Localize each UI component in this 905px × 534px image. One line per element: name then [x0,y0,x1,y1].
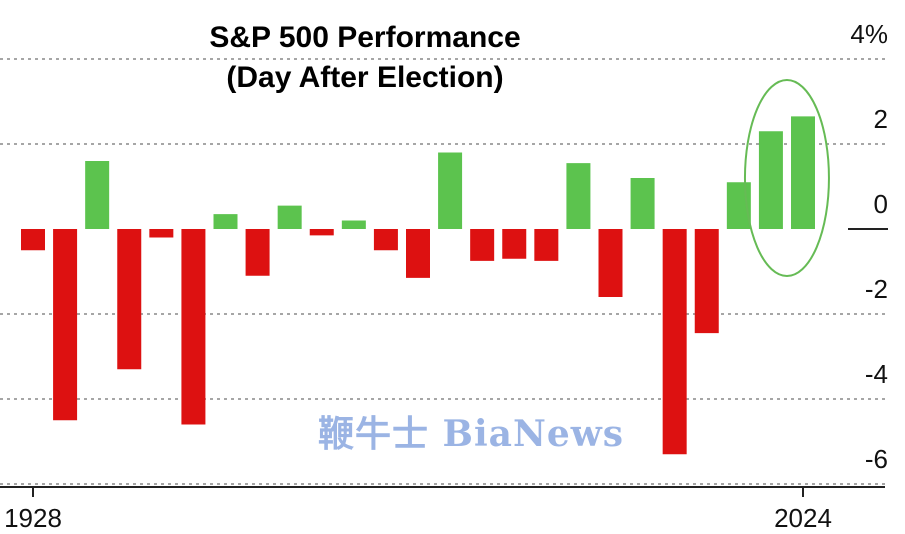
chart-title-block: S&P 500 Performance (Day After Election) [160,18,570,98]
chart-subtitle: (Day After Election) [226,61,504,94]
chart-title: S&P 500 Performance [209,21,521,54]
bar [149,229,174,238]
bar [21,229,45,251]
bar [341,220,366,229]
bar [245,229,270,276]
bar [758,131,783,229]
y-tick-label: -4 [865,359,888,389]
bar [791,116,815,229]
bar [662,229,687,455]
bar [373,229,398,251]
bar [53,229,78,421]
bar [598,229,623,297]
bar [534,229,559,261]
bar [406,229,430,278]
watermark-logo: 鞭牛士 BiaNews [318,413,625,455]
bar [438,152,463,229]
x-tick-label: 1928 [4,503,62,533]
bar [181,229,206,425]
bar [566,163,591,229]
y-tick-label: -2 [865,274,888,304]
y-tick-label: 0 [874,189,888,219]
y-tick-label: -6 [865,444,888,474]
bar [309,229,334,236]
bar [117,229,142,370]
bar [213,214,238,229]
bar [630,178,655,229]
bar [277,205,302,229]
bar [470,229,495,261]
bar [694,229,719,334]
highlight-circle [743,79,830,277]
bar [502,229,527,259]
bar [85,161,110,229]
y-tick-label: 2 [874,104,888,134]
x-tick-label: 2024 [774,503,832,533]
y-tick-label: 4% [850,19,888,49]
